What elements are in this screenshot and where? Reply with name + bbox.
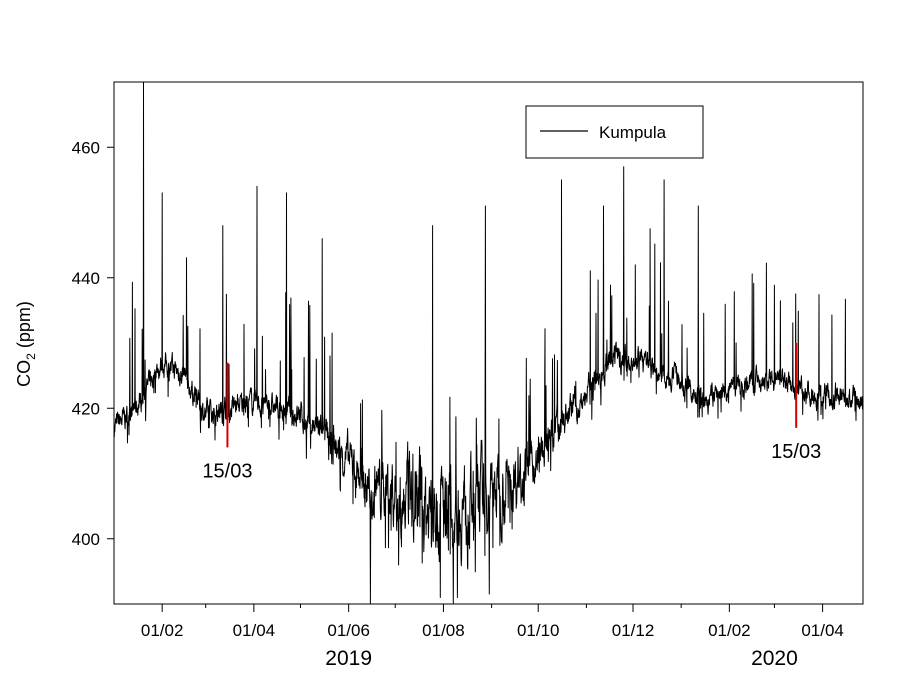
annotation-label: 15/03 — [771, 441, 821, 463]
x-tick-label: 01/02 — [708, 621, 751, 640]
x-tick-label: 01/10 — [517, 621, 560, 640]
y-axis-label: CO2 (ppm) — [14, 301, 38, 387]
plot-frame — [113, 81, 864, 605]
annotation-layer: 15/03 15/03 — [202, 343, 821, 482]
x-tick-label: 01/02 — [141, 621, 184, 640]
y-axis-label-unit: (ppm) — [14, 301, 34, 353]
axis-layer: 400 420 440 460 01/02 01/04 01/06 01/08 01/10 01/… — [72, 138, 844, 670]
x-tick-label: 01/04 — [233, 621, 276, 640]
x-tick-label: 01/04 — [801, 621, 844, 640]
x-tick-label: 01/06 — [327, 621, 370, 640]
y-axis-label-subscript: 2 — [24, 353, 38, 360]
series-layer — [113, 81, 864, 605]
legend-box — [525, 105, 704, 159]
legend: Kumpula — [525, 105, 704, 159]
y-tick-label: 460 — [72, 138, 100, 157]
x-tick-label: 01/08 — [422, 621, 465, 640]
y-axis-label-main: CO — [14, 360, 34, 387]
annotation-label: 15/03 — [202, 460, 252, 482]
y-tick-label: 420 — [72, 399, 100, 418]
x-tick-label: 01/12 — [612, 621, 655, 640]
y-tick-label: 440 — [72, 269, 100, 288]
year-label: 2020 — [751, 647, 798, 670]
year-label: 2019 — [325, 647, 372, 670]
series-line-kumpula — [113, 81, 864, 605]
y-tick-label: 400 — [72, 530, 100, 549]
legend-label-kumpula: Kumpula — [599, 123, 667, 142]
